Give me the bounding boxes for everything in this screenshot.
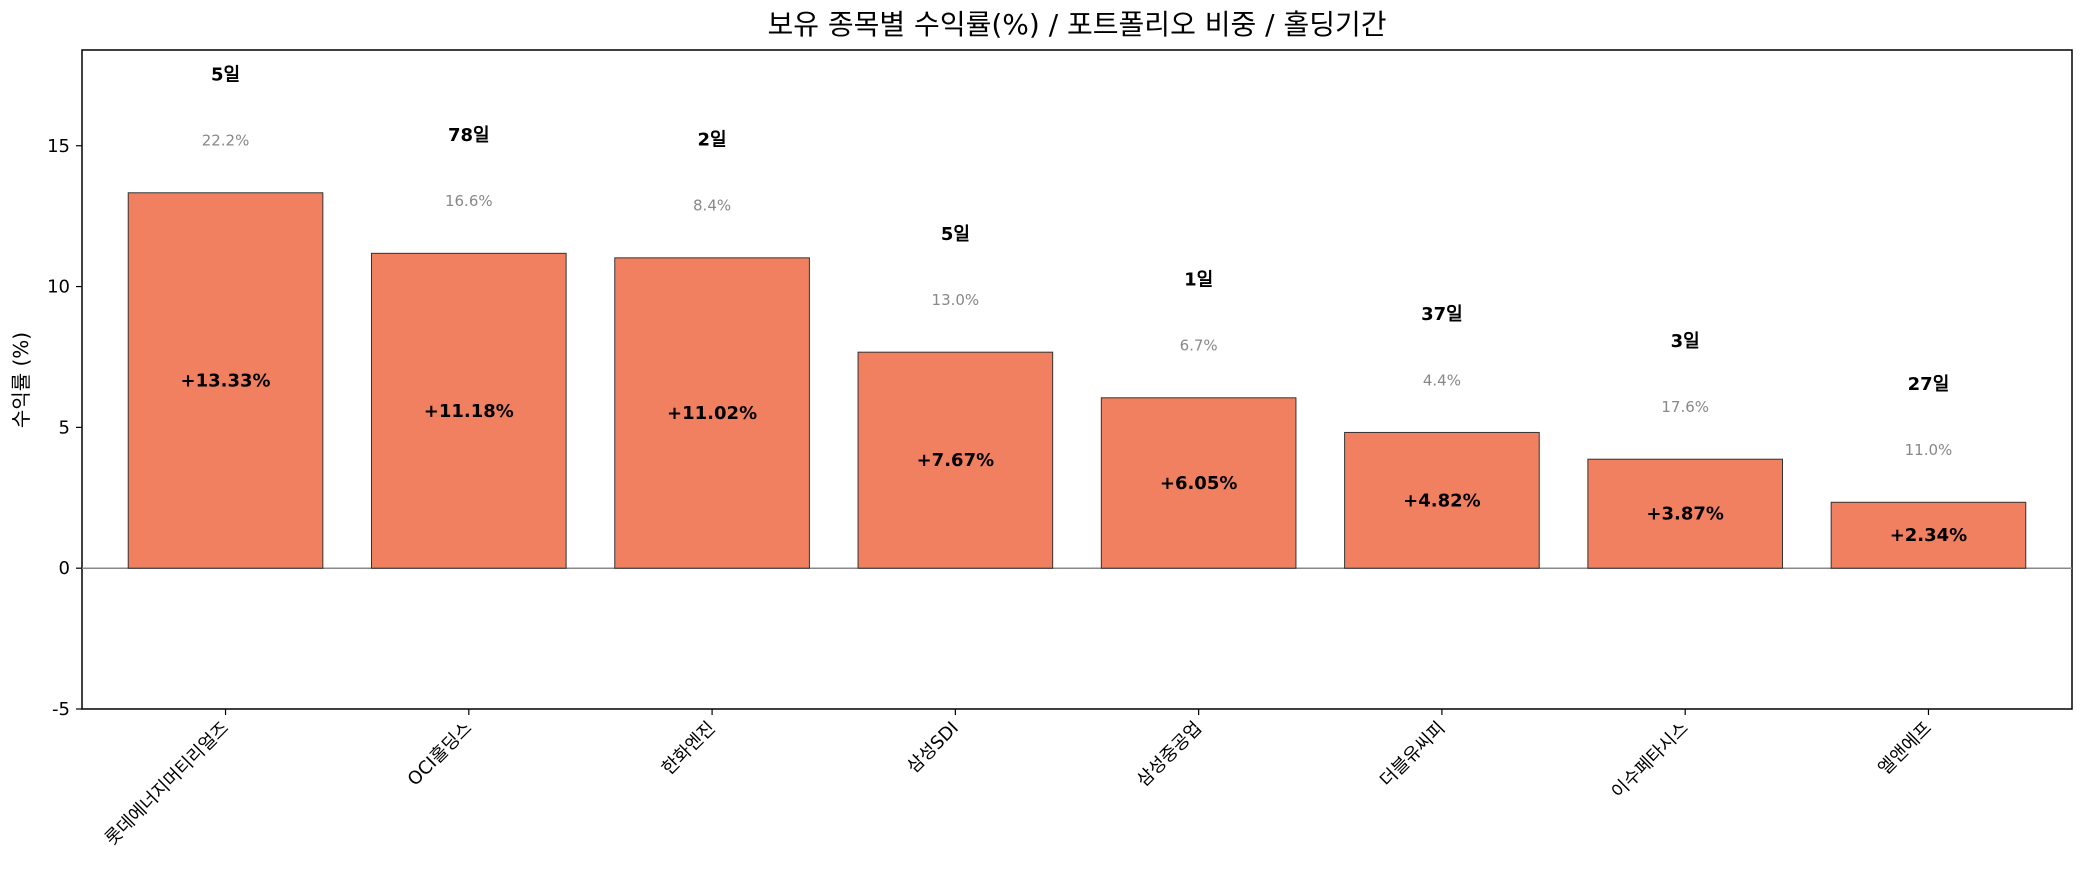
bar-value-label: +11.02% bbox=[667, 403, 757, 424]
bar-value-label: +4.82% bbox=[1403, 490, 1481, 511]
y-tick-label: 5 bbox=[59, 417, 70, 438]
portfolio-weight-label: 11.0% bbox=[1905, 441, 1953, 459]
holding-days-label: 1일 bbox=[1184, 270, 1213, 291]
holding-days-label: 5일 bbox=[211, 65, 240, 86]
portfolio-weight-label: 8.4% bbox=[693, 197, 731, 215]
bar-value-label: +3.87% bbox=[1646, 504, 1724, 525]
y-axis-label: 수익률 (%) bbox=[9, 332, 33, 428]
bar bbox=[127, 192, 324, 569]
plot-frame bbox=[81, 49, 2073, 710]
bar bbox=[1344, 431, 1540, 569]
holding-days-label: 37일 bbox=[1421, 304, 1463, 325]
x-tick-label: 삼성중공업 bbox=[1133, 718, 1206, 791]
x-tick-label: 삼성SDI bbox=[903, 718, 963, 778]
bar bbox=[1830, 501, 2027, 569]
holding-days-label: 2일 bbox=[698, 130, 727, 151]
bar bbox=[614, 257, 810, 569]
y-tick-label: 10 bbox=[47, 277, 70, 298]
y-tick-label: -5 bbox=[52, 699, 70, 720]
bar-value-label: +7.67% bbox=[917, 450, 995, 471]
bar bbox=[370, 252, 567, 569]
portfolio-weight-label: 13.0% bbox=[932, 291, 980, 309]
portfolio-weight-label: 22.2% bbox=[202, 132, 250, 150]
holding-days-label: 3일 bbox=[1671, 331, 1700, 352]
y-tick-label: 0 bbox=[59, 558, 70, 579]
x-tick-label: 이수페타시스 bbox=[1608, 718, 1693, 803]
x-tick-label: 한화엔진 bbox=[658, 718, 720, 780]
portfolio-weight-label: 16.6% bbox=[445, 192, 493, 210]
holding-days-label: 27일 bbox=[1908, 374, 1950, 395]
x-tick-label: 엘앤에프 bbox=[1874, 718, 1936, 780]
portfolio-weight-label: 17.6% bbox=[1661, 398, 1709, 416]
holding-days-label: 5일 bbox=[941, 224, 970, 245]
x-tick-label: 더블유씨피 bbox=[1376, 718, 1449, 791]
bar-value-label: +11.18% bbox=[424, 401, 514, 422]
y-tick-label: 15 bbox=[47, 136, 70, 157]
x-tick-label: 롯데에너지머티리얼즈 bbox=[101, 718, 233, 850]
portfolio-weight-label: 6.7% bbox=[1180, 337, 1218, 355]
chart-title: 보유 종목별 수익률(%) / 포트폴리오 비중 / 홀딩기간 bbox=[767, 8, 1386, 41]
bar bbox=[1100, 397, 1297, 569]
bar-value-label: +13.33% bbox=[181, 370, 271, 391]
bar-value-label: +6.05% bbox=[1160, 473, 1238, 494]
bar-value-label: +2.34% bbox=[1890, 525, 1968, 546]
holding-days-label: 78일 bbox=[448, 125, 490, 146]
x-tick-label: OCI홀딩스 bbox=[404, 718, 477, 791]
bar bbox=[857, 351, 1054, 569]
portfolio-weight-label: 4.4% bbox=[1423, 371, 1461, 389]
bar bbox=[1587, 458, 1784, 569]
